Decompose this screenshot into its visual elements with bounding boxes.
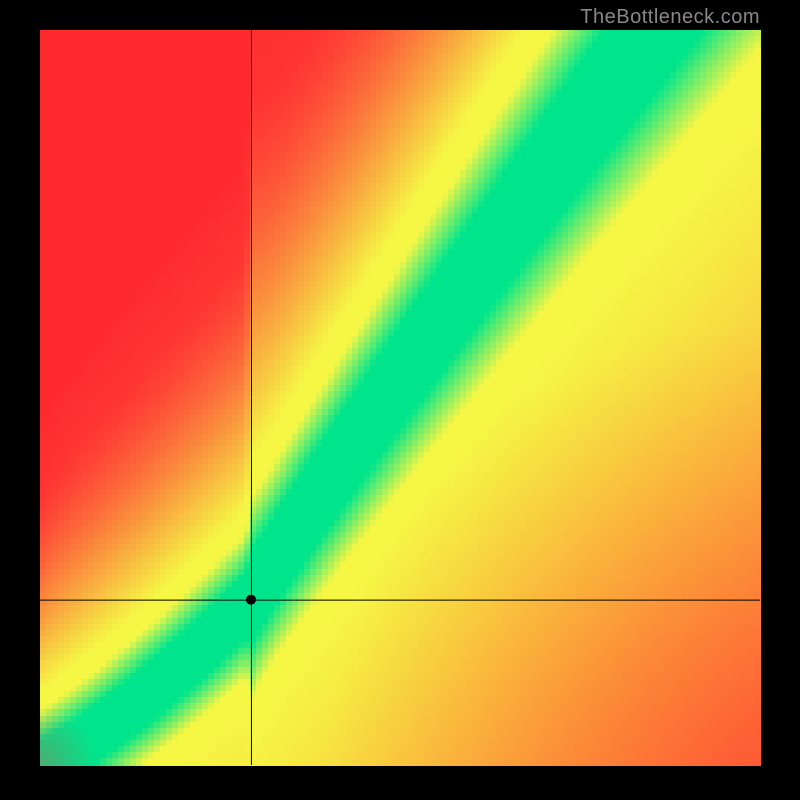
heatmap-canvas [0, 0, 800, 800]
watermark-text: TheBottleneck.com [580, 6, 760, 29]
chart-container: TheBottleneck.com [0, 0, 800, 800]
